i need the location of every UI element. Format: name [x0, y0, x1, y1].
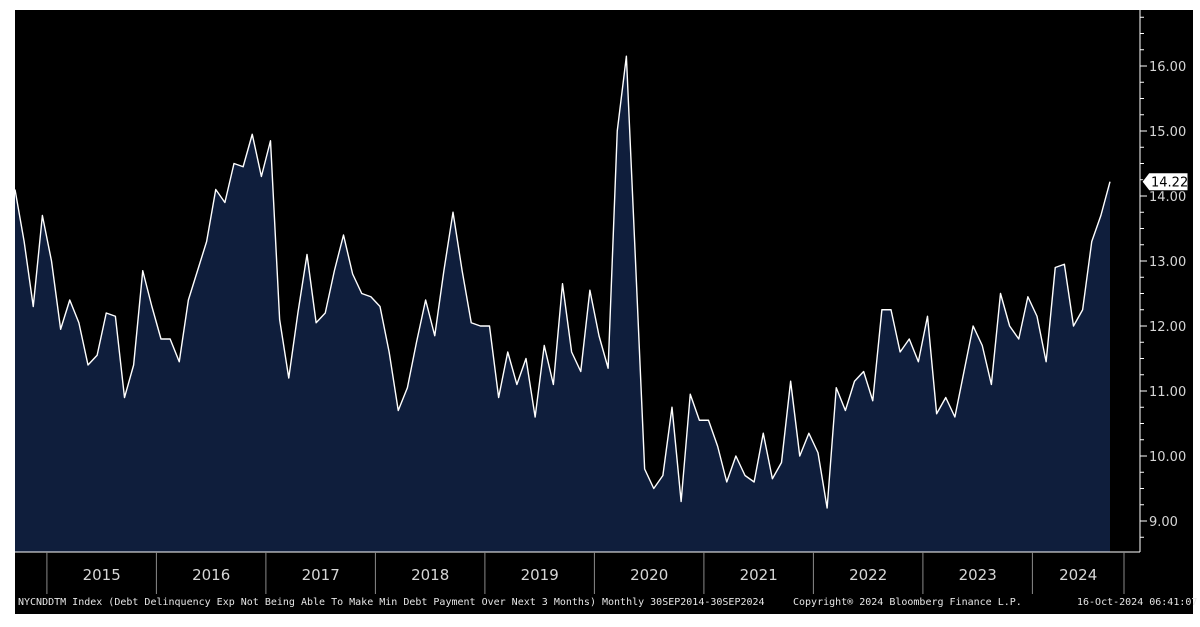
y-tick-label: 16.00 — [1149, 60, 1186, 75]
y-tick-label: 14.00 — [1149, 190, 1186, 205]
x-year-label: 2017 — [302, 566, 340, 584]
x-year-label: 2023 — [959, 566, 997, 584]
area-fill — [15, 56, 1110, 552]
y-tick-label: 12.00 — [1149, 320, 1186, 335]
x-year-label: 2016 — [192, 566, 230, 584]
y-tick-label: 11.00 — [1149, 385, 1186, 400]
x-year-label: 2024 — [1059, 566, 1097, 584]
chart-panel: 9.00 10.00 11.00 12.00 13.00 14.00 15.00 16.00 1… — [15, 10, 1197, 614]
y-tick-label: 15.00 — [1149, 125, 1186, 140]
y-tick-label: 13.00 — [1149, 255, 1186, 270]
x-year-label: 2021 — [740, 566, 778, 584]
x-year-label: 2015 — [83, 566, 121, 584]
x-year-label: 2019 — [521, 566, 559, 584]
y-tick-label: 9.00 — [1149, 515, 1178, 530]
x-year-label: 2022 — [849, 566, 887, 584]
copyright-text: Copyright® 2024 Bloomberg Finance L.P. — [793, 597, 1022, 608]
series-line — [15, 55, 1111, 509]
last-value-flag — [1141, 172, 1189, 192]
index-description: NYCNDDTM Index (Debt Delinquency Exp Not… — [18, 597, 765, 608]
x-year-label: 2020 — [630, 566, 668, 584]
y-tick-label: 10.00 — [1149, 450, 1186, 465]
timestamp-text: 16-Oct-2024 06:41:07 — [1077, 597, 1198, 608]
x-year-label: 2018 — [411, 566, 449, 584]
area-chart: 9.00 10.00 11.00 12.00 13.00 14.00 15.00 16.00 1… — [15, 10, 1189, 594]
last-value-label: 14.22 — [1151, 176, 1188, 191]
